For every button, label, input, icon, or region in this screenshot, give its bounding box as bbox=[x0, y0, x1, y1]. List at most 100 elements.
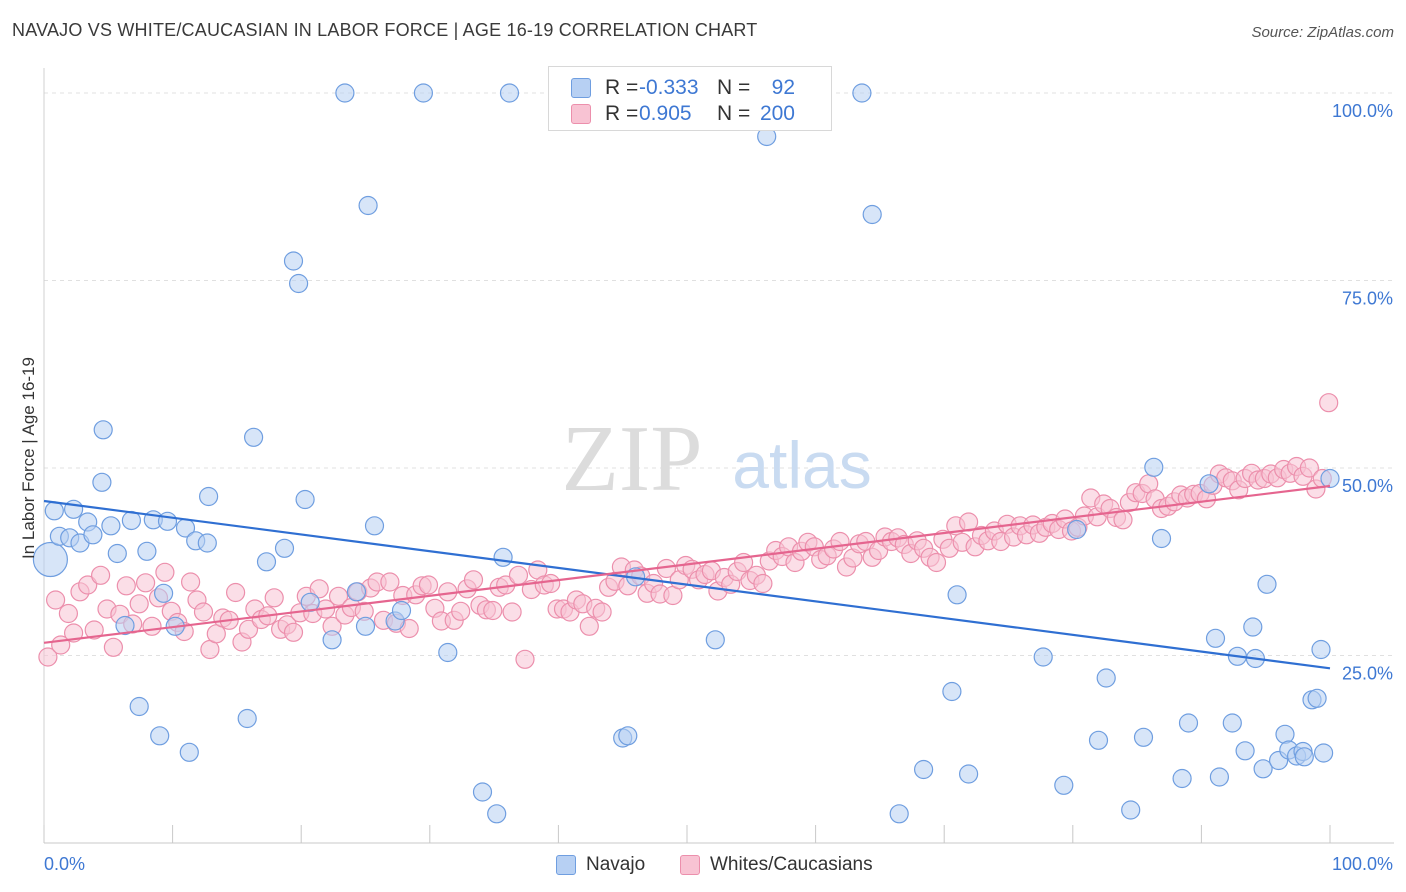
data-point bbox=[237, 708, 257, 729]
data-point bbox=[115, 615, 135, 636]
data-point bbox=[852, 83, 872, 103]
data-point bbox=[136, 573, 156, 593]
data-point bbox=[1178, 713, 1199, 733]
data-point bbox=[1209, 767, 1230, 787]
data-point bbox=[107, 543, 127, 564]
data-point bbox=[592, 602, 612, 622]
data-point bbox=[1307, 688, 1327, 708]
data-point bbox=[193, 602, 214, 622]
data-point bbox=[129, 696, 149, 717]
x-ticks bbox=[43, 825, 1331, 843]
data-point bbox=[1222, 713, 1242, 733]
data-point bbox=[1121, 800, 1141, 820]
data-point bbox=[413, 83, 433, 103]
data-point bbox=[309, 579, 329, 599]
data-point bbox=[1199, 474, 1219, 494]
data-point bbox=[197, 533, 217, 553]
data-point bbox=[1319, 393, 1339, 413]
source-note: Source: ZipAtlas.com bbox=[1251, 24, 1394, 41]
data-point bbox=[289, 273, 309, 294]
watermark-atlas: atlas bbox=[732, 428, 871, 502]
data-point bbox=[84, 620, 104, 640]
bottom-legend-white: Whites/Caucasians bbox=[680, 853, 873, 877]
data-point bbox=[1299, 458, 1320, 478]
data-point bbox=[328, 586, 349, 606]
data-point bbox=[256, 552, 277, 572]
data-point bbox=[1088, 730, 1109, 750]
data-point bbox=[103, 637, 124, 657]
data-point bbox=[274, 538, 295, 558]
data-point bbox=[1151, 528, 1172, 549]
data-point bbox=[1320, 468, 1340, 489]
data-point bbox=[438, 642, 458, 663]
data-point bbox=[116, 576, 136, 596]
data-point bbox=[1033, 647, 1053, 667]
navajo-r-value: -0.333 bbox=[639, 76, 699, 99]
white-swatch bbox=[571, 104, 591, 124]
y-tick-label: 100.0% bbox=[1332, 101, 1393, 121]
data-point bbox=[58, 603, 79, 624]
white-r-value: 0.905 bbox=[639, 102, 692, 125]
y-tick-label: 75.0% bbox=[1342, 289, 1393, 309]
data-point bbox=[380, 572, 400, 592]
bottom-navajo-swatch bbox=[556, 855, 576, 875]
x-tick-label-max: 100.0% bbox=[1332, 854, 1393, 874]
bottom-legend-navajo: Navajo bbox=[556, 853, 645, 877]
data-point bbox=[1311, 639, 1331, 660]
data-point bbox=[226, 582, 246, 603]
data-point bbox=[1243, 617, 1263, 637]
data-point bbox=[45, 590, 66, 610]
data-point bbox=[157, 511, 178, 531]
data-point bbox=[926, 552, 947, 573]
data-point bbox=[1205, 628, 1226, 648]
stats-legend: R = -0.333 N = 92 R = 0.905 N = 200 bbox=[548, 66, 832, 131]
data-point bbox=[150, 726, 170, 746]
trend-lines bbox=[43, 484, 1331, 670]
data-point bbox=[78, 575, 98, 595]
data-point bbox=[38, 647, 58, 667]
data-point bbox=[947, 585, 967, 605]
navajo-n-label: N = bbox=[717, 76, 751, 99]
bottom-navajo-label: Navajo bbox=[586, 854, 646, 875]
data-point bbox=[335, 83, 355, 103]
data-point bbox=[1294, 747, 1314, 767]
data-point bbox=[451, 601, 471, 621]
series-navajo-points bbox=[32, 83, 1340, 824]
data-point bbox=[958, 764, 979, 784]
data-point bbox=[515, 649, 535, 669]
data-point bbox=[137, 541, 157, 561]
data-point bbox=[1253, 759, 1273, 779]
data-point bbox=[541, 573, 561, 594]
navajo-n-value: 92 bbox=[771, 76, 795, 99]
legend-row-navajo: R = -0.333 N = 92 bbox=[571, 75, 795, 101]
white-n-value: 200 bbox=[759, 102, 795, 125]
data-point bbox=[358, 195, 378, 216]
data-point bbox=[155, 562, 175, 582]
watermark-zip: ZIP bbox=[562, 407, 703, 511]
bottom-white-label: Whites/Caucasians bbox=[710, 854, 873, 875]
navajo-r-label: R = bbox=[605, 76, 639, 99]
data-point bbox=[579, 616, 599, 636]
y-axis-label: In Labor Force | Age 16-19 bbox=[19, 357, 38, 559]
data-point bbox=[101, 516, 121, 536]
y-tick-label: 25.0% bbox=[1342, 664, 1393, 684]
data-point bbox=[199, 486, 219, 507]
data-point bbox=[508, 565, 529, 585]
data-point bbox=[92, 472, 112, 492]
data-point bbox=[705, 630, 725, 650]
data-point bbox=[154, 583, 174, 603]
data-point bbox=[1096, 668, 1116, 688]
data-point bbox=[90, 565, 111, 585]
data-point bbox=[1144, 457, 1164, 477]
data-point bbox=[283, 251, 304, 271]
data-point bbox=[364, 516, 385, 536]
data-point bbox=[753, 573, 773, 594]
legend-row-white: R = 0.905 N = 200 bbox=[571, 101, 795, 127]
navajo-swatch bbox=[571, 78, 591, 98]
data-point bbox=[463, 570, 484, 590]
data-point bbox=[93, 420, 113, 440]
data-point bbox=[830, 531, 850, 552]
data-point bbox=[499, 83, 520, 103]
x-tick-label-min: 0.0% bbox=[44, 854, 85, 874]
